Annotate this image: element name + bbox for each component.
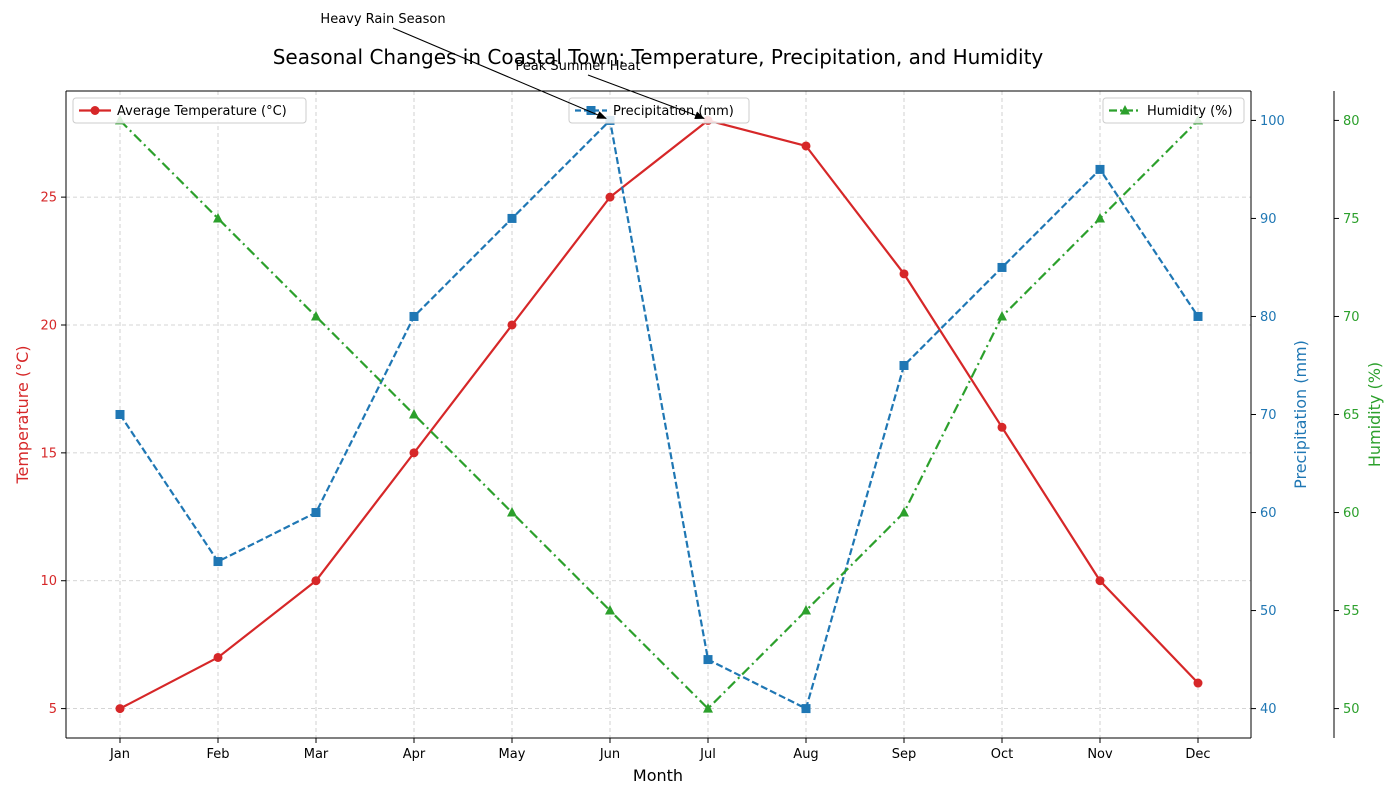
data-point-precip (1193, 311, 1203, 321)
y-tick-label-temp: 25 (40, 191, 57, 206)
data-point-precip (115, 410, 125, 419)
chart-title: Seasonal Changes in Coastal Town: Temper… (273, 45, 1044, 69)
annotation-0: Peak Summer Heat (515, 59, 705, 120)
y-axis-label-humid: Humidity (%) (1365, 362, 1384, 467)
y-tick-label-humid: 75 (1343, 212, 1360, 227)
legend-marker (90, 106, 100, 115)
annotation-text: Heavy Rain Season (320, 12, 445, 27)
annotation-text: Peak Summer Heat (515, 59, 640, 74)
annotation-1: Heavy Rain Season (320, 12, 607, 119)
x-tick-label: Dec (1185, 747, 1210, 762)
series-precip (115, 115, 1203, 714)
y-tick-label-temp: 5 (49, 702, 57, 717)
legend-box (72, 97, 307, 124)
y-tick-label-precip: 100 (1260, 114, 1285, 129)
x-tick-label: Jun (599, 747, 620, 762)
series-layer (115, 114, 1203, 714)
data-point-humid (409, 409, 419, 419)
x-tick-label: Nov (1087, 747, 1113, 762)
annotation-arrow (587, 74, 705, 120)
data-point-precip (311, 508, 321, 518)
y-axis-label-precip: Precipitation (mm) (1291, 340, 1310, 489)
data-point-humid (801, 605, 811, 615)
x-axis-label: Month (633, 766, 683, 785)
data-point-precip (507, 213, 517, 223)
x-tick-label: Jan (109, 747, 130, 762)
y-tick-label-precip: 80 (1260, 310, 1277, 325)
legend-marker (586, 106, 596, 115)
data-point-humid (703, 703, 713, 713)
legend-box (1102, 97, 1245, 124)
axes-layer: Jan Feb Mar Apr May Jun Jul Aug Sep Oct Nov Dec 5 10 1… (13, 90, 1384, 762)
annotations: Peak Summer Heat Heavy Rain Season (320, 12, 705, 120)
data-point-temp (1193, 678, 1203, 688)
x-tick-label: Feb (206, 747, 229, 762)
series-humid (115, 114, 1203, 713)
data-point-temp (1095, 576, 1105, 586)
x-tick-label: Jul (699, 747, 716, 762)
legend-label: Precipitation (mm) (613, 104, 734, 119)
data-point-temp (997, 422, 1007, 432)
data-point-humid (507, 507, 517, 517)
legend-marker (1120, 105, 1130, 115)
x-tick-label: May (499, 747, 526, 762)
data-point-temp (115, 704, 125, 714)
data-point-precip (997, 262, 1007, 272)
data-point-precip (409, 311, 419, 321)
data-point-humid (213, 212, 223, 223)
y-tick-label-precip: 90 (1260, 212, 1277, 227)
data-point-temp (899, 269, 909, 279)
y-tick-label-precip: 40 (1260, 702, 1277, 717)
y-tick-label-humid: 70 (1343, 310, 1360, 325)
series-line-precip (119, 119, 1199, 710)
x-tick-label: Sep (892, 747, 917, 762)
legend-temp: Average Temperature (°C) (72, 97, 307, 124)
data-point-precip (703, 655, 713, 665)
y-tick-label-precip: 50 (1260, 604, 1277, 619)
y-tick-label-temp: 15 (40, 446, 57, 461)
data-point-temp (801, 141, 811, 151)
series-line-humid (119, 119, 1199, 710)
y-tick-label-humid: 50 (1343, 702, 1360, 717)
data-point-temp (213, 652, 223, 662)
data-point-humid (899, 507, 909, 517)
data-point-precip (801, 704, 811, 714)
data-point-humid (311, 310, 321, 321)
y-tick-label-temp: 20 (40, 318, 57, 333)
annotation-arrow (392, 27, 607, 119)
data-point-humid (997, 310, 1007, 321)
y-tick-label-precip: 60 (1260, 506, 1277, 521)
x-tick-label: Apr (403, 747, 426, 762)
data-point-precip (213, 557, 223, 567)
data-point-temp (507, 320, 517, 330)
data-point-precip (1095, 164, 1105, 174)
data-point-temp (605, 192, 615, 202)
x-tick-label: Aug (793, 747, 818, 762)
grid (66, 91, 1251, 738)
x-tick-label: Oct (991, 747, 1013, 762)
y-tick-label-temp: 10 (40, 574, 57, 589)
y-tick-label-humid: 65 (1343, 408, 1360, 423)
series-temp (115, 115, 1203, 714)
legend-label: Humidity (%) (1147, 104, 1233, 119)
data-point-temp (409, 448, 419, 458)
y-axis-label-temp: Temperature (°C) (13, 345, 32, 484)
y-tick-label-humid: 60 (1343, 506, 1360, 521)
legend-humid: Humidity (%) (1102, 97, 1245, 124)
y-tick-label-humid: 55 (1343, 604, 1360, 619)
data-point-humid (1095, 212, 1105, 223)
data-point-precip (899, 360, 909, 370)
y-tick-label-humid: 80 (1343, 114, 1360, 129)
y-tick-label-precip: 70 (1260, 408, 1277, 423)
legend-label: Average Temperature (°C) (117, 104, 287, 119)
data-point-humid (605, 605, 615, 615)
data-point-temp (311, 576, 321, 586)
x-tick-label: Mar (304, 747, 329, 762)
series-line-temp (119, 119, 1199, 710)
